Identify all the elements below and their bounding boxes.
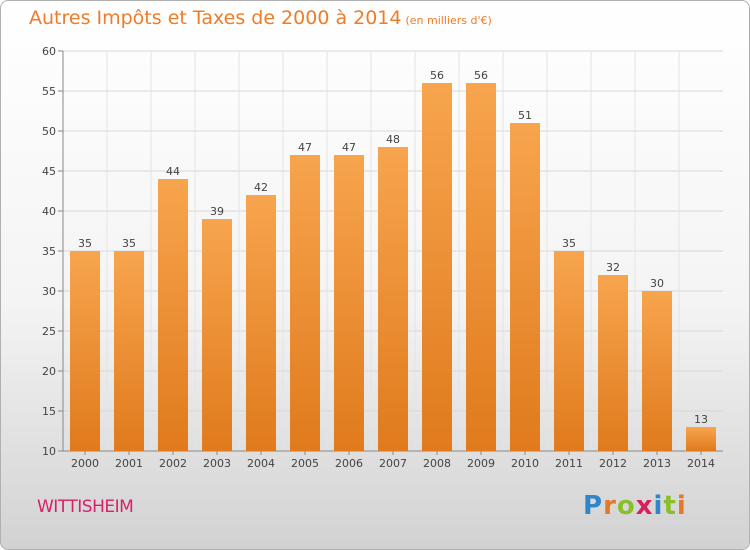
bar-2002 bbox=[158, 179, 188, 451]
value-label-2009: 56 bbox=[474, 69, 488, 82]
bar-2012 bbox=[598, 275, 628, 451]
x-tick-label-2011: 2011 bbox=[555, 457, 583, 470]
value-label-2011: 35 bbox=[562, 237, 576, 250]
x-tick-label-2009: 2009 bbox=[467, 457, 495, 470]
y-tick-label: 20 bbox=[42, 365, 56, 378]
bar-2000 bbox=[70, 251, 100, 451]
bar-2001 bbox=[114, 251, 144, 451]
x-tick-label-2010: 2010 bbox=[511, 457, 539, 470]
logo-letter: x bbox=[635, 491, 654, 521]
chart-title-text: Autres Impôts et Taxes de 2000 à 2014 bbox=[29, 7, 402, 29]
x-tick-label-2012: 2012 bbox=[599, 457, 627, 470]
x-tick-label-2013: 2013 bbox=[643, 457, 671, 470]
value-label-2013: 30 bbox=[650, 277, 664, 290]
y-tick-label: 45 bbox=[42, 165, 56, 178]
value-label-2010: 51 bbox=[518, 109, 532, 122]
x-tick-label-2007: 2007 bbox=[379, 457, 407, 470]
y-tick-label: 55 bbox=[42, 85, 56, 98]
value-label-2008: 56 bbox=[430, 69, 444, 82]
value-label-2003: 39 bbox=[210, 205, 224, 218]
bar-2014 bbox=[686, 427, 716, 451]
y-tick-label: 15 bbox=[42, 405, 56, 418]
value-label-2006: 47 bbox=[342, 141, 356, 154]
x-tick-label-2008: 2008 bbox=[423, 457, 451, 470]
y-tick-label: 25 bbox=[42, 325, 56, 338]
x-tick-label-2002: 2002 bbox=[159, 457, 187, 470]
bar-2007 bbox=[378, 147, 408, 451]
value-label-2005: 47 bbox=[298, 141, 312, 154]
y-tick-label: 40 bbox=[42, 205, 56, 218]
bar-2008 bbox=[422, 83, 452, 451]
value-label-2012: 32 bbox=[606, 261, 620, 274]
chart-title: Autres Impôts et Taxes de 2000 à 2014 (en… bbox=[29, 7, 492, 29]
x-tick-label-2004: 2004 bbox=[247, 457, 275, 470]
x-tick-label-2006: 2006 bbox=[335, 457, 363, 470]
y-tick-label: 35 bbox=[42, 245, 56, 258]
value-label-2004: 42 bbox=[254, 181, 268, 194]
bars bbox=[70, 83, 716, 451]
bar-2009 bbox=[466, 83, 496, 451]
logo-letter: o bbox=[616, 491, 636, 521]
logo-letter: t bbox=[663, 491, 677, 521]
proxiti-logo: Proxiti bbox=[583, 491, 687, 521]
y-tick-label: 60 bbox=[42, 45, 56, 58]
x-tick-label-2003: 2003 bbox=[203, 457, 231, 470]
bar-2006 bbox=[334, 155, 364, 451]
x-tick-label-2005: 2005 bbox=[291, 457, 319, 470]
value-label-2007: 48 bbox=[386, 133, 400, 146]
x-tick-label-2000: 2000 bbox=[71, 457, 99, 470]
value-label-2014: 13 bbox=[694, 413, 708, 426]
value-label-2001: 35 bbox=[122, 237, 136, 250]
labels: 35 2000 35 2001 44 2002 39 2003 42 2004 47 2005 47 20… bbox=[71, 69, 715, 470]
bar-2003 bbox=[202, 219, 232, 451]
logo-letter: P bbox=[583, 491, 604, 521]
bar-2004 bbox=[246, 195, 276, 451]
value-label-2000: 35 bbox=[78, 237, 92, 250]
x-tick-label-2001: 2001 bbox=[115, 457, 143, 470]
logo-letter: r bbox=[603, 491, 617, 521]
x-tick-label-2014: 2014 bbox=[687, 457, 715, 470]
logo-letter: i bbox=[653, 491, 664, 521]
y-tick-label: 30 bbox=[42, 285, 56, 298]
commune-name: WITTISHEIM bbox=[37, 497, 134, 517]
bar-2010 bbox=[510, 123, 540, 451]
y-tick-label: 10 bbox=[42, 445, 56, 458]
logo-letter: i bbox=[676, 491, 687, 521]
chart-unit: (en milliers d'€) bbox=[405, 14, 492, 27]
bar-2005 bbox=[290, 155, 320, 451]
value-label-2002: 44 bbox=[166, 165, 180, 178]
y-tick-label: 50 bbox=[42, 125, 56, 138]
bar-2013 bbox=[642, 291, 672, 451]
bar-2011 bbox=[554, 251, 584, 451]
